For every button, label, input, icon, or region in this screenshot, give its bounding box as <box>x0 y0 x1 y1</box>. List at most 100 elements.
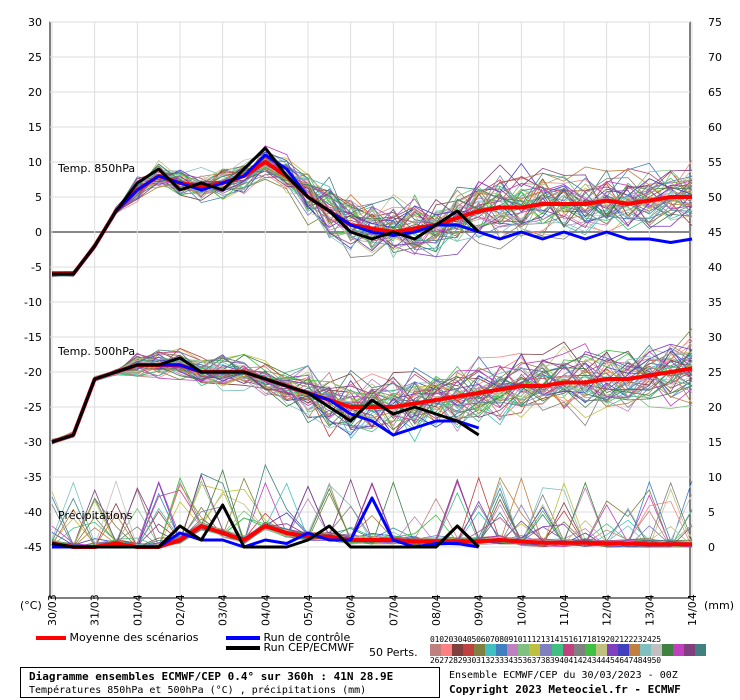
right-tick-label: 5 <box>708 506 715 519</box>
member-line-t500 <box>51 348 693 445</box>
left-tick-label: 15 <box>28 121 42 134</box>
right-tick-label: 10 <box>708 471 722 484</box>
member-line-t500 <box>51 345 693 440</box>
member-swatch <box>661 644 674 656</box>
right-tick-label: 20 <box>708 401 722 414</box>
x-tick-label: 14/04 <box>686 594 699 626</box>
member-swatch <box>430 644 442 656</box>
member-swatch <box>485 644 497 656</box>
footer-run-info: Ensemble ECMWF/CEP du 30/03/2023 - 00Z <box>449 670 678 681</box>
legend-cep: Run CEP/ECMWF <box>226 641 354 654</box>
member-color-swatches <box>430 644 707 656</box>
member-swatch <box>529 644 541 656</box>
footer-copyright: Copyright 2023 Meteociel.fr - ECMWF <box>449 683 681 696</box>
member-swatch <box>673 644 685 656</box>
left-tick-label: 20 <box>28 86 42 99</box>
series-run-cep-ecmwf-precip <box>51 503 480 549</box>
member-line-t500 <box>51 365 693 444</box>
x-tick-label: 01/04 <box>131 594 144 626</box>
legend-control-swatch <box>226 636 260 640</box>
x-tick-label: 10/04 <box>515 594 528 626</box>
member-line-t500 <box>51 349 693 444</box>
member-line-t500 <box>51 356 693 445</box>
footer-title-box: Diagramme ensembles ECMWF/CEP 0.4° sur 3… <box>20 667 440 698</box>
member-line-t850 <box>51 146 693 276</box>
footer-title: Diagramme ensembles ECMWF/CEP 0.4° sur 3… <box>29 670 394 683</box>
member-swatch <box>551 644 563 656</box>
member-swatch <box>573 644 585 656</box>
x-tick-label: 11/04 <box>558 594 571 626</box>
member-swatch <box>441 644 453 656</box>
footer-info: Ensemble ECMWF/CEP du 30/03/2023 - 00Z C… <box>449 669 681 697</box>
member-line-t500 <box>51 328 693 443</box>
left-tick-label: 30 <box>28 16 42 29</box>
member-swatch <box>617 644 629 656</box>
x-tick-label: 31/03 <box>89 594 102 626</box>
member-line-t500 <box>51 343 693 443</box>
member-line-t850 <box>51 165 693 275</box>
left-tick-label: -35 <box>24 471 42 484</box>
member-swatch <box>507 644 519 656</box>
left-tick-label: -45 <box>24 541 42 554</box>
left-tick-label: -20 <box>24 366 42 379</box>
left-tick-label: -40 <box>24 506 42 519</box>
member-swatch <box>695 644 707 656</box>
member-swatch <box>650 644 662 656</box>
right-tick-label: 45 <box>708 226 722 239</box>
member-swatch <box>452 644 464 656</box>
left-tick-label: 5 <box>35 191 42 204</box>
member-swatch <box>606 644 618 656</box>
legend-mean-swatch <box>36 636 66 640</box>
right-tick-label: 50 <box>708 191 722 204</box>
left-tick-label: -5 <box>31 261 42 274</box>
member-swatch <box>496 644 508 656</box>
right-tick-label: 65 <box>708 86 722 99</box>
member-swatch <box>595 644 607 656</box>
x-tick-label: 05/04 <box>302 594 315 626</box>
member-numbers-row2: 2627282930313233343536373839404142434445… <box>430 656 661 665</box>
legend-control-label: Run de contrôle <box>263 631 351 644</box>
right-tick-label: 40 <box>708 261 722 274</box>
left-tick-label: -10 <box>24 296 42 309</box>
legend-mean-label: Moyenne des scénarios <box>69 631 199 644</box>
axis-ticks: 302520151050-5-10-15-20-25-30-35-40-4575… <box>24 16 722 626</box>
right-tick-label: 70 <box>708 51 722 64</box>
left-tick-label: -15 <box>24 331 42 344</box>
legend-cep-swatch <box>226 646 260 650</box>
legend-cep-label: Run CEP/ECMWF <box>263 641 355 654</box>
x-tick-label: 09/04 <box>473 594 486 626</box>
right-tick-label: 75 <box>708 16 722 29</box>
left-tick-label: 0 <box>35 226 42 239</box>
right-tick-label: 35 <box>708 296 722 309</box>
footer-subtitle: Températures 850hPa et 500hPa (°C) , pré… <box>29 685 367 696</box>
member-swatch <box>684 644 696 656</box>
right-tick-label: 60 <box>708 121 722 134</box>
member-swatch <box>562 644 574 656</box>
series-run-cep-ecmwf-t850 <box>52 146 480 276</box>
left-tick-label: 10 <box>28 156 42 169</box>
left-tick-label: 25 <box>28 51 42 64</box>
right-tick-label: 0 <box>708 541 715 554</box>
member-line-t850 <box>51 170 693 276</box>
x-tick-label: 04/04 <box>259 594 272 626</box>
member-line-t850 <box>51 151 693 273</box>
left-tick-label: -30 <box>24 436 42 449</box>
member-line-t500 <box>51 357 693 441</box>
x-tick-label: 13/04 <box>643 594 656 626</box>
main-series <box>51 146 693 549</box>
legend-control: Run de contrôle <box>226 631 350 644</box>
legend-mean: Moyenne des scénarios <box>36 631 198 644</box>
member-swatch <box>474 644 486 656</box>
right-tick-label: 15 <box>708 436 722 449</box>
x-tick-label: 02/04 <box>174 594 187 626</box>
member-swatch <box>584 644 596 656</box>
member-numbers-row1: 0102030405060708091011121314151617181920… <box>430 635 661 644</box>
member-swatch <box>540 644 552 656</box>
panel-label-t850: Temp. 850hPa <box>57 162 135 175</box>
right-tick-label: 25 <box>708 366 722 379</box>
panel-label-t500: Temp. 500hPa <box>57 345 135 358</box>
left-unit: (°C) <box>20 599 42 612</box>
right-unit: (mm) <box>704 599 734 612</box>
x-tick-label: 30/03 <box>46 594 59 626</box>
